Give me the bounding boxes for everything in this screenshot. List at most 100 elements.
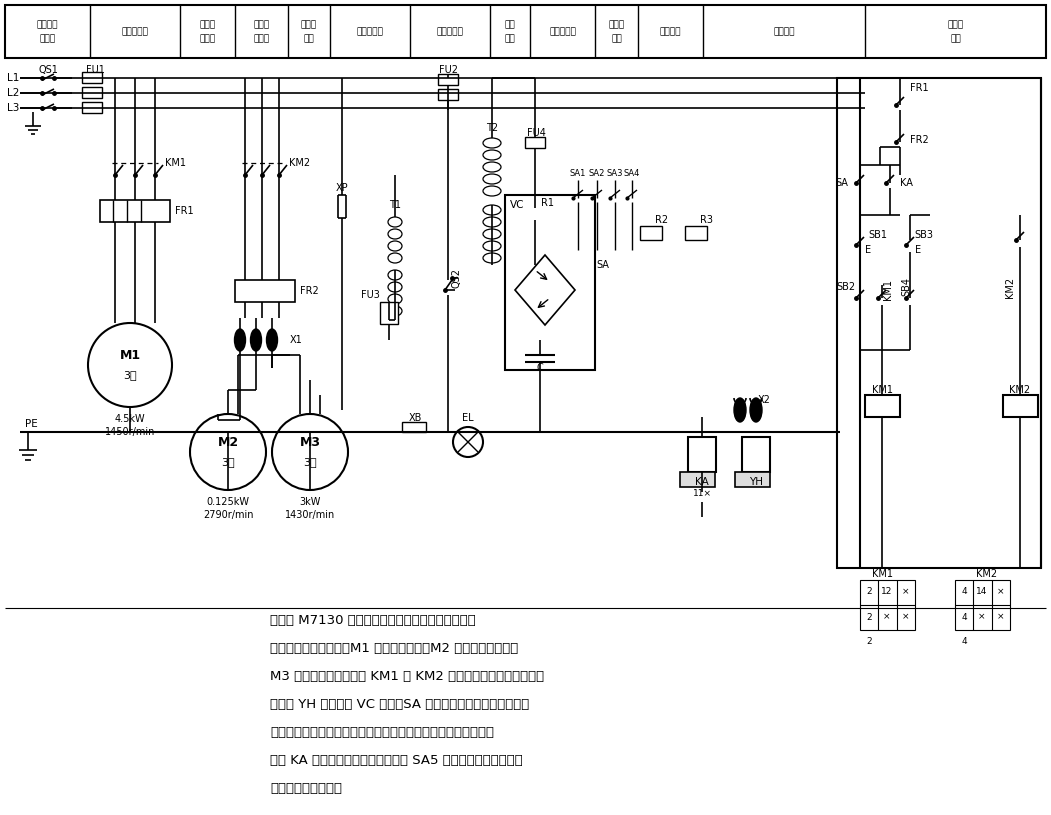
Text: L1: L1 <box>6 73 19 83</box>
Text: 4: 4 <box>962 637 967 646</box>
Text: 电动机: 电动机 <box>253 34 269 43</box>
Text: 14: 14 <box>976 588 988 597</box>
Text: 1430r/min: 1430r/min <box>285 510 335 520</box>
Text: SB2: SB2 <box>836 282 856 292</box>
Text: R3: R3 <box>700 215 713 225</box>
Text: SA: SA <box>836 178 848 188</box>
Text: ×: × <box>883 613 891 622</box>
Ellipse shape <box>388 241 401 251</box>
Text: 保护: 保护 <box>611 34 622 43</box>
Bar <box>955 580 1010 630</box>
Text: 低压照明灯: 低压照明灯 <box>356 27 384 36</box>
Text: T1: T1 <box>389 200 401 210</box>
Ellipse shape <box>483 241 501 251</box>
Text: 机，以作调整使用。: 机，以作调整使用。 <box>270 782 342 795</box>
Bar <box>680 472 715 487</box>
Text: M3: M3 <box>300 435 321 448</box>
Text: SA4: SA4 <box>624 169 640 178</box>
Text: E: E <box>865 245 871 255</box>
Bar <box>526 137 545 148</box>
Bar <box>526 208 549 220</box>
Ellipse shape <box>483 229 501 239</box>
Text: 12: 12 <box>882 588 892 597</box>
Text: KM2: KM2 <box>976 569 997 579</box>
Bar <box>100 200 170 222</box>
Text: 2790r/min: 2790r/min <box>203 510 253 520</box>
Text: KA: KA <box>695 477 708 487</box>
Ellipse shape <box>388 282 401 292</box>
Text: 3kW: 3kW <box>300 497 321 507</box>
Ellipse shape <box>388 253 401 263</box>
Text: M2: M2 <box>218 435 239 448</box>
Text: 4: 4 <box>962 613 967 622</box>
Bar <box>735 472 770 487</box>
Text: 3～: 3～ <box>303 457 316 467</box>
Text: 电器 KA 起电流保护作用，但将开关 SA5 合上后，即可以起动电: 电器 KA 起电流保护作用，但将开关 SA5 合上后，即可以起动电 <box>270 754 522 766</box>
Text: R1: R1 <box>541 198 554 208</box>
Text: L2: L2 <box>6 88 19 98</box>
Text: ×: × <box>997 613 1005 622</box>
Text: KA: KA <box>900 178 913 188</box>
Text: 整流变压器: 整流变压器 <box>436 27 463 36</box>
Ellipse shape <box>483 162 501 172</box>
Bar <box>380 302 398 324</box>
Text: M1: M1 <box>120 349 141 362</box>
Text: FU2: FU2 <box>438 65 457 75</box>
Ellipse shape <box>483 217 501 227</box>
Text: L3: L3 <box>6 103 19 113</box>
Ellipse shape <box>388 306 401 316</box>
Text: 电。固定一个方向即吸盘充磁，正反交替动作即可有效退磁。继: 电。固定一个方向即吸盘充磁，正反交替动作即可有效退磁。继 <box>270 725 494 738</box>
Ellipse shape <box>483 150 501 160</box>
Text: 及保护: 及保护 <box>40 34 56 43</box>
Text: KM2: KM2 <box>1005 276 1015 297</box>
Ellipse shape <box>234 329 246 351</box>
Text: X2: X2 <box>758 395 770 405</box>
Text: SB1: SB1 <box>868 230 887 240</box>
Bar <box>504 195 595 370</box>
Bar <box>401 422 426 432</box>
Text: YH: YH <box>749 477 763 487</box>
Text: 0.125kW: 0.125kW <box>206 497 249 507</box>
Bar <box>438 74 458 85</box>
Polygon shape <box>515 255 575 325</box>
Text: ×: × <box>997 588 1005 597</box>
Circle shape <box>272 414 348 490</box>
Text: 控制: 控制 <box>950 34 961 43</box>
Text: KM1: KM1 <box>883 280 893 301</box>
Bar <box>82 87 102 98</box>
Bar <box>438 89 458 100</box>
Text: FR1: FR1 <box>910 83 929 93</box>
Ellipse shape <box>388 217 401 227</box>
Text: EL: EL <box>462 413 474 423</box>
Text: FR1: FR1 <box>176 206 193 216</box>
Ellipse shape <box>483 253 501 263</box>
Text: SA1: SA1 <box>570 169 586 178</box>
Circle shape <box>88 323 172 407</box>
Ellipse shape <box>483 174 501 184</box>
Text: VC: VC <box>510 200 524 210</box>
Text: 2: 2 <box>866 613 872 622</box>
Text: 砂轮控制: 砂轮控制 <box>774 27 795 36</box>
Ellipse shape <box>388 270 401 280</box>
Text: T2: T2 <box>486 123 498 133</box>
Text: C: C <box>537 363 543 373</box>
Text: 所示为 M7130 型卧轴矩台平面磨床电气原理图。主: 所示为 M7130 型卧轴矩台平面磨床电气原理图。主 <box>270 614 476 627</box>
Bar <box>1003 395 1038 417</box>
Text: KM1: KM1 <box>871 569 892 579</box>
Ellipse shape <box>750 398 762 422</box>
Bar <box>640 226 662 240</box>
Text: 电动机: 电动机 <box>200 34 215 43</box>
Text: 液压泵: 液压泵 <box>947 20 964 29</box>
Text: FU1: FU1 <box>85 65 104 75</box>
Text: ×: × <box>902 588 910 597</box>
Text: SA: SA <box>597 260 610 270</box>
Text: ×: × <box>978 613 986 622</box>
Circle shape <box>190 414 266 490</box>
Bar <box>742 437 770 472</box>
Text: 3～: 3～ <box>221 457 234 467</box>
Bar <box>235 280 295 302</box>
Text: ×: × <box>902 613 910 622</box>
Bar <box>82 102 102 113</box>
Text: XB: XB <box>408 413 421 423</box>
Text: 3～: 3～ <box>123 370 137 380</box>
